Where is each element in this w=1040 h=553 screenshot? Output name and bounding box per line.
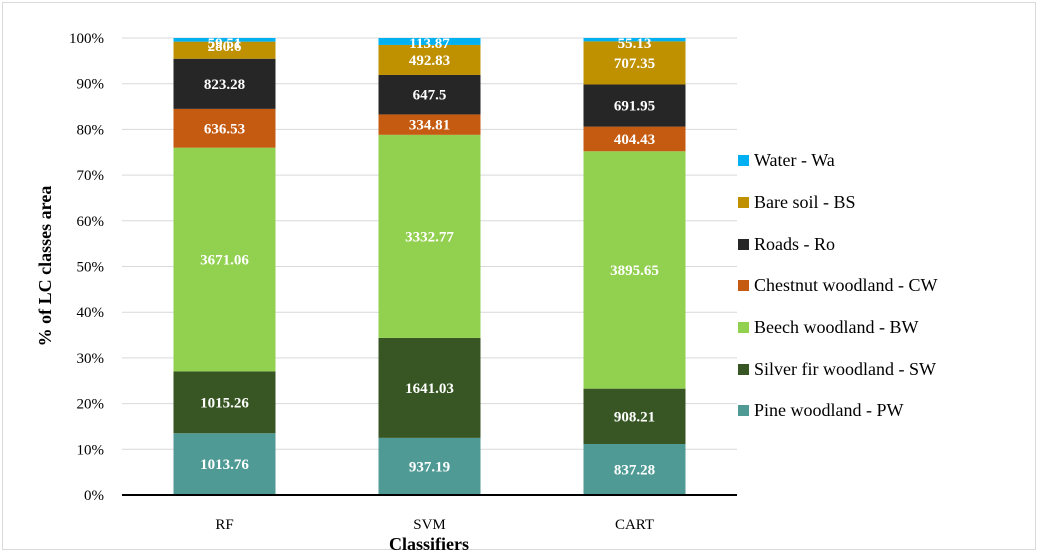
data-label: 113.87 — [409, 36, 450, 52]
legend-item: Beech woodland - BW — [738, 307, 937, 349]
bar-segment — [378, 74, 481, 115]
bar-segment — [378, 337, 481, 438]
y-tick-label: 90% — [77, 77, 105, 93]
data-label: 908.21 — [614, 409, 655, 425]
x-tick-label: RF — [215, 517, 233, 533]
bar-segment — [583, 41, 686, 85]
data-label: 3895.65 — [610, 263, 659, 279]
bar-segment — [378, 114, 481, 135]
data-label: 1013.76 — [200, 457, 249, 473]
legend-swatch — [738, 363, 749, 375]
bar-segment — [173, 433, 276, 495]
bar-segment — [378, 437, 481, 495]
y-tick-label: 70% — [77, 168, 105, 184]
data-label: 3671.06 — [200, 253, 249, 269]
legend-swatch — [738, 155, 749, 167]
y-tick-label: 20% — [77, 397, 105, 413]
data-label: 3332.77 — [405, 229, 454, 245]
y-tick-label: 40% — [77, 305, 105, 321]
legend-swatch — [738, 197, 749, 209]
data-label: 647.5 — [413, 88, 447, 104]
legend-label: Bare soil - BS — [754, 192, 856, 213]
legend-item: Roads - Ro — [738, 223, 937, 265]
data-label: 823.28 — [204, 77, 245, 93]
data-label: 404.43 — [614, 132, 655, 148]
bar-segment — [378, 44, 481, 75]
legend-label: Roads - Ro — [754, 233, 835, 254]
legend-label: Silver fir woodland - SW — [754, 358, 936, 379]
x-tick-label: CART — [615, 517, 654, 533]
y-tick-label: 60% — [77, 214, 105, 230]
data-label: 636.53 — [204, 121, 245, 137]
y-axis-tick-labels: 0% 10% 20% 30% 40% 50% 60% 70% 80% 90% 100% — [69, 31, 104, 504]
y-axis-title: % of LC classes area — [35, 186, 55, 347]
bar-segment — [173, 147, 276, 372]
legend-swatch — [738, 322, 749, 334]
legend-label: Chestnut woodland - CW — [754, 275, 938, 296]
legend-swatch — [738, 238, 749, 250]
y-tick-label: 30% — [77, 351, 105, 367]
data-label: 707.35 — [614, 56, 655, 72]
legend-swatch — [738, 280, 749, 292]
data-label: 1015.26 — [200, 395, 249, 411]
bar-segment — [173, 58, 276, 109]
x-axis-tick-labels: RF SVM CART — [215, 517, 654, 533]
y-tick-label: 10% — [77, 442, 105, 458]
x-tick-label: SVM — [413, 517, 446, 533]
data-label: 492.83 — [409, 53, 450, 69]
bar-segment — [173, 371, 276, 434]
y-tick-label: 0% — [84, 488, 104, 504]
bar-segment — [583, 151, 686, 389]
data-label: 691.95 — [614, 99, 655, 115]
data-label: 55.13 — [618, 36, 652, 52]
y-tick-label: 50% — [77, 260, 105, 276]
bar-segment — [173, 38, 276, 42]
legend-swatch — [738, 405, 749, 417]
bar-segment — [378, 38, 481, 45]
data-label: 1641.03 — [405, 381, 454, 397]
legend-item: Pine woodland - PW — [738, 390, 937, 432]
data-label: 334.81 — [409, 118, 450, 134]
bar-segment — [583, 388, 686, 444]
bar-segment — [583, 126, 686, 152]
legend-label: Beech woodland - BW — [754, 317, 919, 338]
data-label: 837.28 — [614, 462, 655, 478]
y-tick-label: 80% — [77, 122, 105, 138]
x-axis-title: Classifiers — [389, 534, 469, 553]
bar-segment — [173, 108, 276, 148]
legend-item: Bare soil - BS — [738, 182, 937, 224]
bars — [173, 38, 686, 495]
legend-label: Water - Wa — [754, 150, 835, 171]
legend-item: Silver fir woodland - SW — [738, 348, 937, 390]
bar-segment — [173, 41, 276, 59]
data-labels: 1013.76 1015.26 3671.06 636.53 823.28 280.659… — [200, 36, 659, 478]
bar-segment — [583, 443, 686, 495]
bar-segment — [378, 134, 481, 338]
data-label: 59.51 — [208, 36, 242, 52]
legend: Water - Wa Bare soil - BS Roads - Ro Chestn… — [738, 140, 937, 432]
legend-label: Pine woodland - PW — [754, 400, 904, 421]
bar-segment — [583, 84, 686, 127]
bar-segment — [583, 38, 686, 42]
y-tick-label: 100% — [69, 31, 104, 47]
data-label: 280.6 — [208, 39, 242, 55]
data-label: 937.19 — [409, 459, 450, 475]
legend-item: Water - Wa — [738, 140, 937, 182]
legend-item: Chestnut woodland - CW — [738, 265, 937, 307]
